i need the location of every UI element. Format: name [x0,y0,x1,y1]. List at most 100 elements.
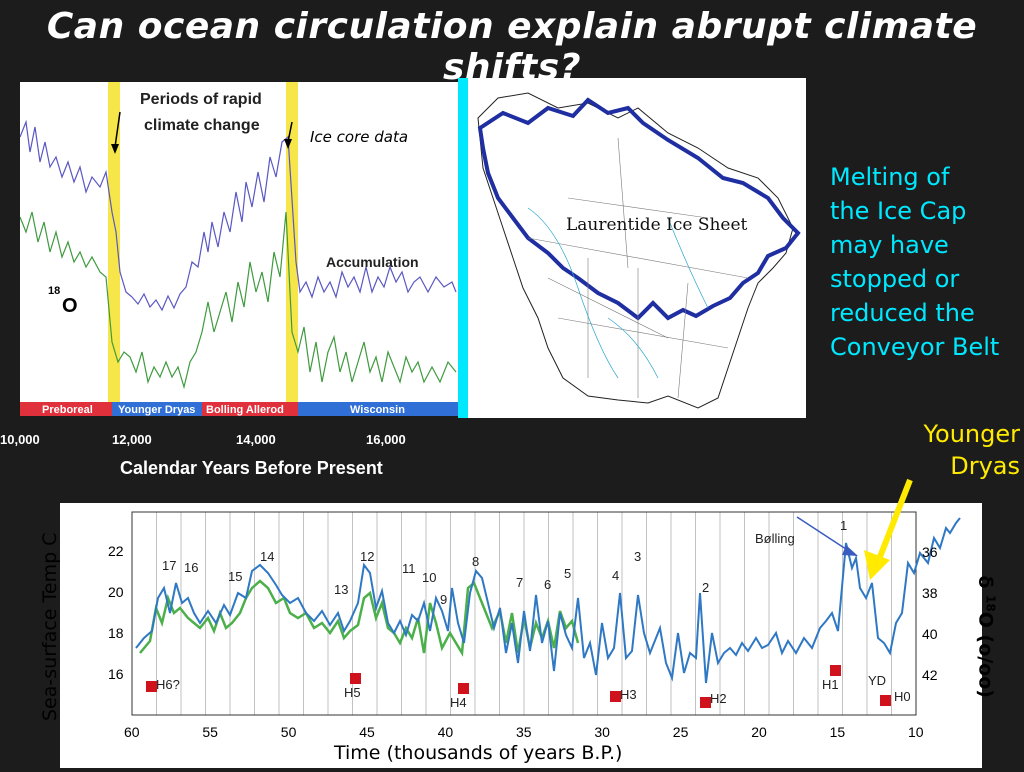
note-line-3: may have [830,231,949,259]
x-tick-label: 30 [594,724,610,740]
heinrich-marker [350,673,361,684]
y-right-super: 18 [983,595,998,612]
arrowhead-2 [284,139,292,149]
heinrich-label: H2 [710,691,727,706]
y-right-label: δ 18O (o/oo) [974,557,997,717]
bolling-arrowhead [842,545,858,556]
heinrich-label: H5 [344,685,361,700]
event-number: 4 [612,568,619,583]
x-tick-label: 35 [516,724,532,740]
blue-sst-curve [135,517,961,684]
x-tick-label: 50 [281,724,297,740]
event-number: 13 [334,582,348,597]
event-number: 8 [472,554,479,569]
cal-tick-16000: 16,000 [366,432,406,447]
o18-super: 18 [48,285,60,297]
y-right-tick-labels: 36 38 40 42 [922,544,938,683]
ice-core-chart: Periods of rapid climate change Ice core… [19,82,458,416]
plot-frame [131,511,917,716]
y-left-tick-label: 22 [108,543,124,559]
laurentide-label: Laurentide Ice Sheet [566,215,748,235]
event-number: 6 [544,577,551,592]
arrowhead-1 [111,144,119,154]
yd-callout-line-2: Dryas [950,452,1020,480]
x-tick-label: 60 [124,724,140,740]
event-number: 17 [162,558,176,573]
heinrich-marker [830,665,841,676]
rapid-change-band-1 [108,82,120,402]
heinrich-label: YD [868,673,886,688]
event-number: 16 [184,560,198,575]
event-number: 12 [360,549,374,564]
periods-label-2: climate change [144,117,260,134]
band-label-younger-dryas: Younger Dryas [118,404,195,416]
event-number: 10 [422,570,436,585]
ice-core-data-label: Ice core data [310,128,408,146]
heinrich-label: H4 [450,695,467,710]
cyan-divider [458,78,468,418]
note-line-5: reduced the [830,299,975,327]
y-left-label: Sea-surface Temp C [39,532,61,721]
ice-core-green-curve [19,211,457,390]
y-right-delta: δ [974,575,997,589]
heinrich-label: H6? [156,677,180,692]
event-number: 2 [702,580,709,595]
event-number: 3 [634,549,641,564]
event-number: 5 [564,566,571,581]
heinrich-label: H3 [620,687,637,702]
band-label-preboreal: Preboreal [42,404,93,416]
event-number: 7 [516,575,523,590]
x-tick-label: 10 [908,724,924,740]
y-right-tick-label: 36 [922,544,938,560]
band-younger-dryas [112,402,202,416]
calendar-years-label: Calendar Years Before Present [120,458,383,478]
ice-sheet-outline [477,97,801,321]
heinrich-marker [458,683,469,694]
heinrich-label: H0 [894,689,911,704]
band-label-wisconsin: Wisconsin [350,404,405,416]
note-line-6: Conveyor Belt [830,333,1000,361]
event-number: 9 [440,592,447,607]
younger-dryas-callout: Younger Dryas [880,418,1020,482]
heinrich-marker [700,697,711,708]
x-tick-label: 45 [359,724,375,740]
note-line-4: stopped or [830,265,960,293]
x-tick-labels: 60 55 50 45 40 35 30 25 20 15 10 [124,724,924,740]
coastline-outline [477,92,794,409]
arrow-2 [287,121,293,143]
x-tick-label: 15 [830,724,846,740]
green-sst-curve [139,579,580,657]
event-number: 1 [840,518,847,533]
y-right-main: O (o/oo) [974,611,997,698]
cal-tick-14000: 14,000 [236,432,276,447]
yd-arrow-shaft [875,478,913,564]
accumulation-label: Accumulation [326,254,419,270]
band-preboreal [20,402,112,416]
yd-arrow [864,478,913,580]
y-right-tick-label: 38 [922,585,938,601]
note-line-2: the Ice Cap [830,197,967,225]
periods-label-1: Periods of rapid [140,91,262,108]
event-number: 15 [228,569,242,584]
y-left-tick-label: 20 [108,584,124,600]
arrow-1 [114,111,121,148]
y-right-tick-label: 40 [922,626,938,642]
heinrich-marker [146,681,157,692]
ice-core-blue-curve [19,119,457,312]
bolling-label: Bølling [755,531,795,546]
laurentide-map: Laurentide Ice Sheet [468,78,806,418]
y-left-tick-label: 16 [108,666,124,682]
rivers [527,207,709,379]
cal-tick-12000: 12,000 [112,432,152,447]
y-left-tick-labels: 22 20 18 16 [108,543,124,682]
yd-arrow-head [864,550,890,580]
event-number: 14 [260,549,274,564]
y-left-tick-label: 18 [108,625,124,641]
melting-note: Melting of the Ice Cap may have stopped … [830,160,1020,364]
ice-core-svg: Periods of rapid climate change Ice core… [19,82,458,416]
o18-main: O [62,295,78,317]
band-label-bolling-allerod: Bolling Allerod [206,404,284,416]
event-number: 11 [402,561,416,576]
